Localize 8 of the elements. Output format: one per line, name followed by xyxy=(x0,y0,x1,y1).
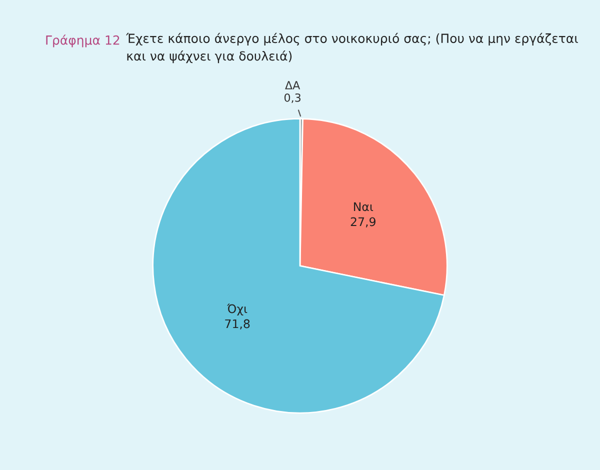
slice-label: ΔΑ xyxy=(285,81,300,90)
data-label: 0,3 xyxy=(284,93,301,103)
chart-title: Γράφημα 12 xyxy=(46,34,120,48)
chart-subtitle: Έχετε κάποιο άνεργο μέλος στο νοικοκυριό σας; (Που να μην εργάζεται και να ψάχνει για δουλειά) xyxy=(126,32,578,64)
data-label: 27,9 xyxy=(350,217,376,228)
data-label: 71,8 xyxy=(225,319,250,330)
slice-label: Όχι xyxy=(227,304,248,316)
slice-label: Ναι xyxy=(354,202,374,212)
